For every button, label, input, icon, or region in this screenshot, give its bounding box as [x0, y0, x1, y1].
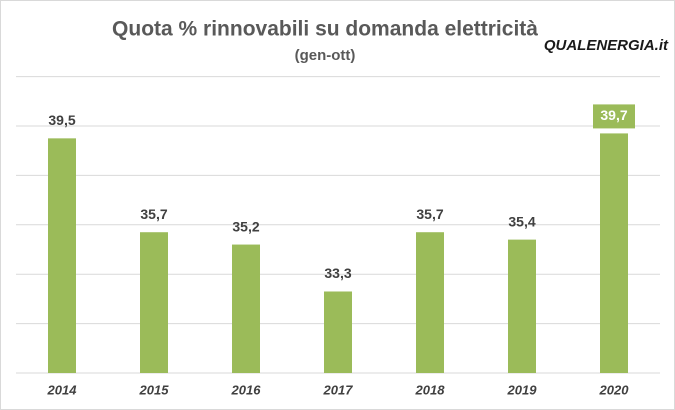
- x-tick-label: 2014: [47, 382, 78, 397]
- value-label: 35,2: [232, 218, 259, 234]
- x-tick-label: 2016: [231, 382, 262, 397]
- x-tick-label: 2019: [507, 382, 538, 397]
- x-tick-label: 2015: [139, 382, 170, 397]
- x-tick-label: 2020: [599, 382, 630, 397]
- bar: [416, 232, 444, 373]
- chart-title: Quota % rinnovabili su domanda elettrici…: [112, 18, 538, 41]
- value-label: 33,3: [324, 265, 351, 281]
- x-tick-label: 2018: [415, 382, 446, 397]
- bar: [232, 244, 260, 373]
- value-label-box: [593, 104, 635, 129]
- value-label: 39,5: [48, 112, 75, 128]
- value-label: 39,7: [600, 107, 627, 123]
- bar: [324, 291, 352, 373]
- bar: [48, 138, 76, 373]
- logo: QUALENERGIA.it: [544, 37, 669, 54]
- bar: [508, 239, 536, 373]
- value-label: 35,7: [416, 206, 443, 222]
- value-label: 35,7: [140, 206, 167, 222]
- x-tick-label: 2017: [323, 382, 354, 397]
- bar: [140, 232, 168, 373]
- value-label: 35,4: [508, 213, 535, 229]
- bar: [600, 133, 628, 373]
- chart-subtitle: (gen-ott): [295, 47, 356, 64]
